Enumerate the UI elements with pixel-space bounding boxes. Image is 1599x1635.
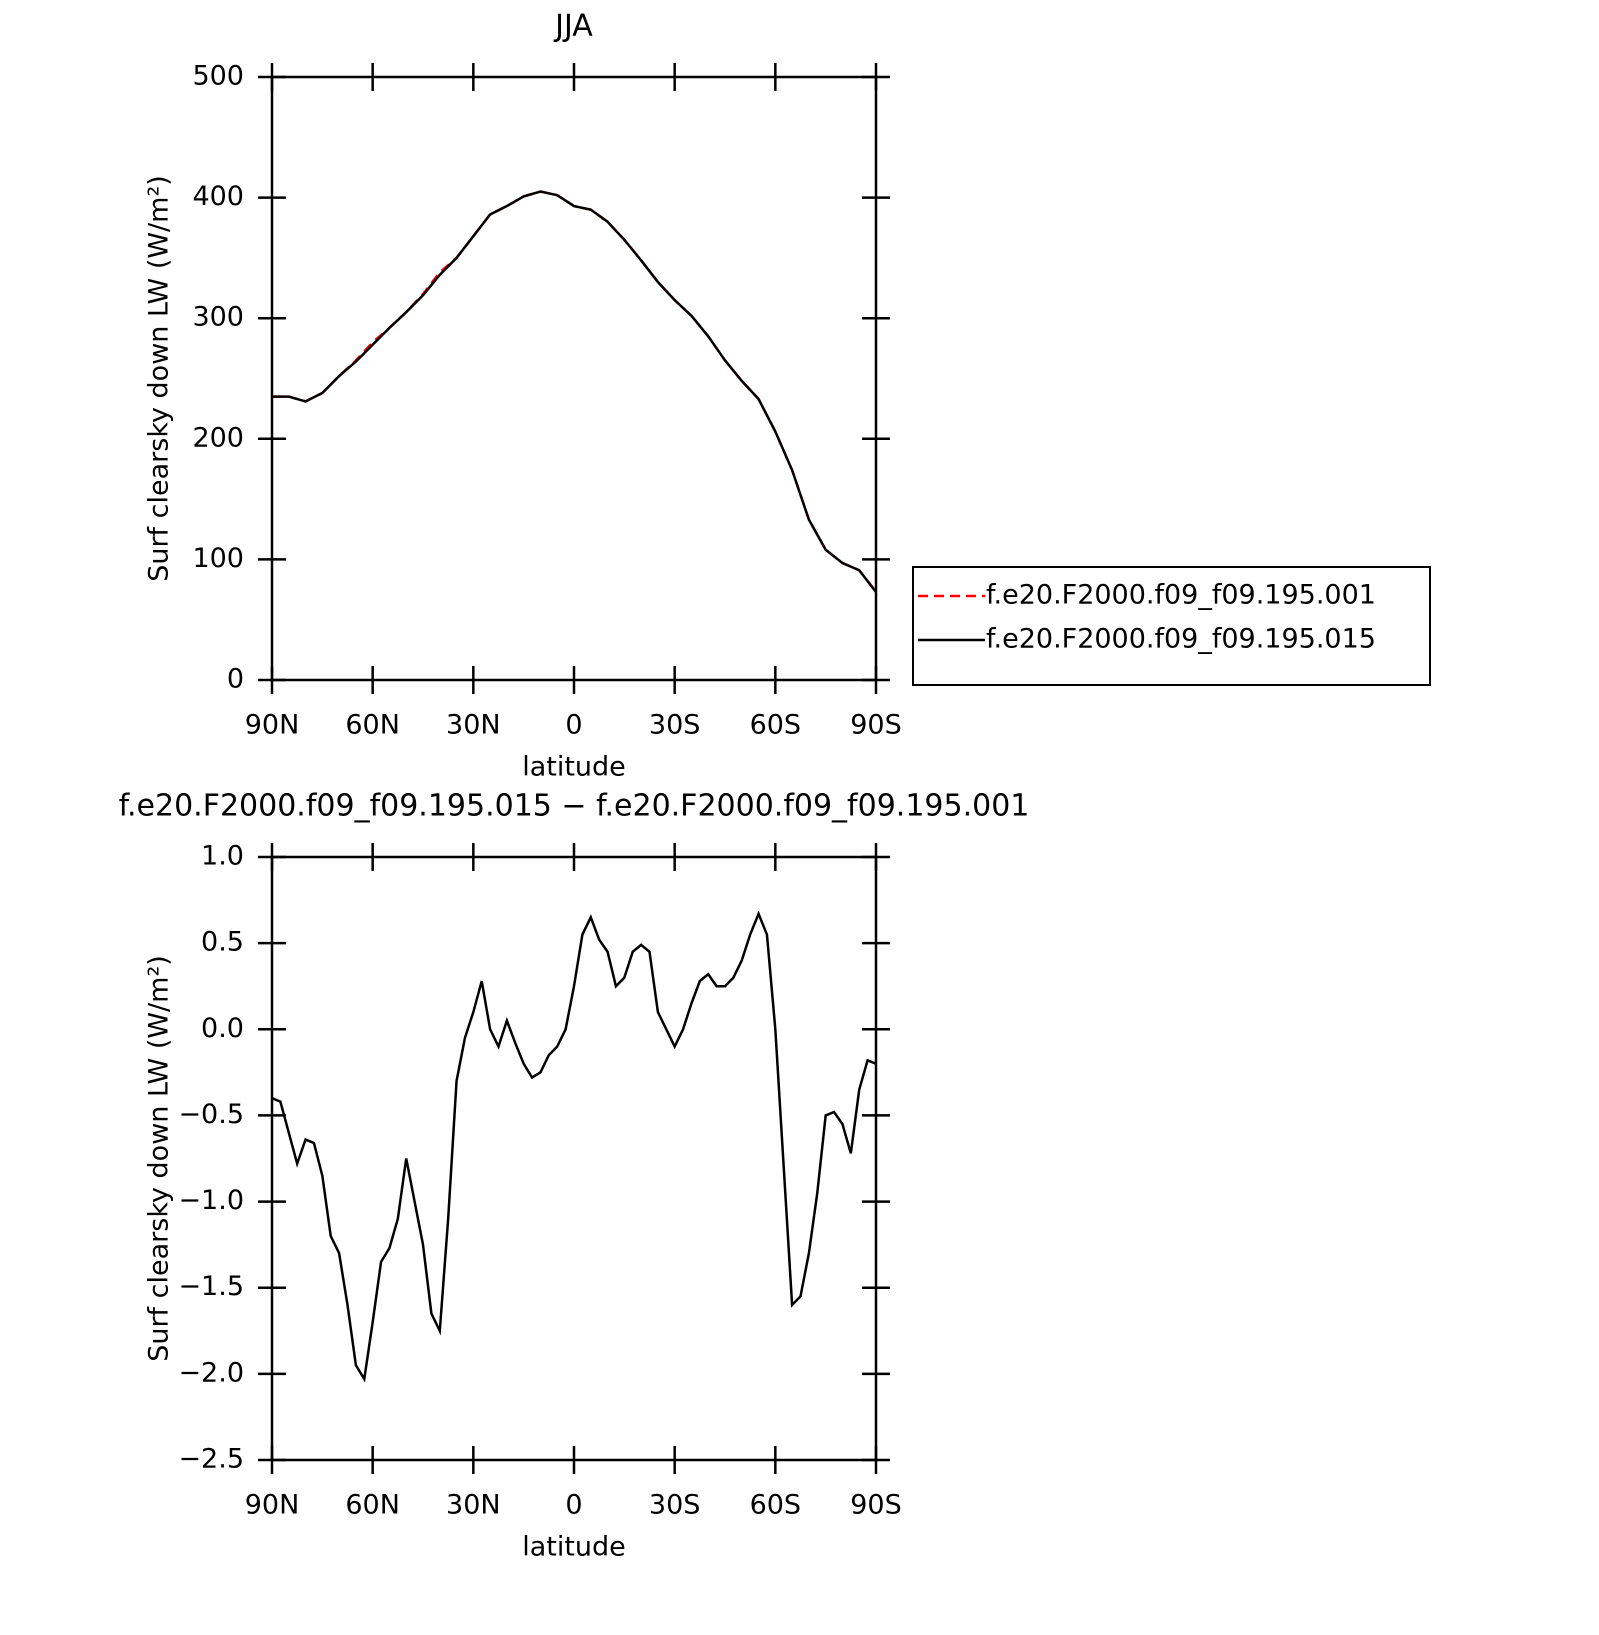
y-tick-label: 100 <box>192 543 244 574</box>
y-tick-label: 0 <box>227 664 244 695</box>
x-tick-label: 90N <box>245 1490 300 1521</box>
y-tick-label: 1.0 <box>201 841 244 872</box>
y-tick-label: 500 <box>192 61 244 92</box>
x-tick-label: 90N <box>245 710 300 741</box>
x-axis-label: latitude <box>522 752 626 783</box>
x-tick-label: 60N <box>345 1490 400 1521</box>
x-tick-label: 0 <box>565 1490 582 1521</box>
y-tick-label: −0.5 <box>178 1099 244 1130</box>
x-tick-label: 30N <box>446 1490 501 1521</box>
x-tick-label: 30S <box>649 1490 701 1521</box>
plot-frame <box>270 855 878 1462</box>
x-tick-label: 60S <box>750 1490 802 1521</box>
y-tick-label: −1.5 <box>178 1271 244 1302</box>
y-axis-label: Surf clearsky down LW (W/m²) <box>144 955 175 1362</box>
y-tick-label: −2.5 <box>178 1444 244 1475</box>
y-axis-label: Surf clearsky down LW (W/m²) <box>144 175 175 582</box>
x-tick-label: 60S <box>750 710 802 741</box>
plot-frame <box>270 75 878 682</box>
x-tick-label: 30N <box>446 710 501 741</box>
y-tick-label: 300 <box>192 302 244 333</box>
x-axis-label: latitude <box>522 1532 626 1563</box>
legend-label: f.e20.F2000.f09_f09.195.001 <box>986 580 1376 611</box>
legend-box <box>912 566 1431 686</box>
y-tick-label: 200 <box>192 422 244 453</box>
legend-label: f.e20.F2000.f09_f09.195.015 <box>986 624 1376 655</box>
chart-title: f.e20.F2000.f09_f09.195.015 − f.e20.F200… <box>119 789 1030 824</box>
y-tick-label: 0.0 <box>201 1013 244 1044</box>
x-tick-label: 90S <box>850 1490 902 1521</box>
y-tick-label: −1.0 <box>178 1185 244 1216</box>
x-tick-label: 0 <box>565 710 582 741</box>
x-tick-label: 30S <box>649 710 701 741</box>
y-tick-label: −2.0 <box>178 1357 244 1388</box>
y-tick-label: 400 <box>192 181 244 212</box>
x-tick-label: 90S <box>850 710 902 741</box>
data-line <box>272 190 877 593</box>
data-line <box>271 910 877 1383</box>
chart-title: JJA <box>553 9 593 44</box>
data-line <box>272 190 877 593</box>
y-tick-label: 0.5 <box>201 927 244 958</box>
x-tick-label: 60N <box>345 710 400 741</box>
